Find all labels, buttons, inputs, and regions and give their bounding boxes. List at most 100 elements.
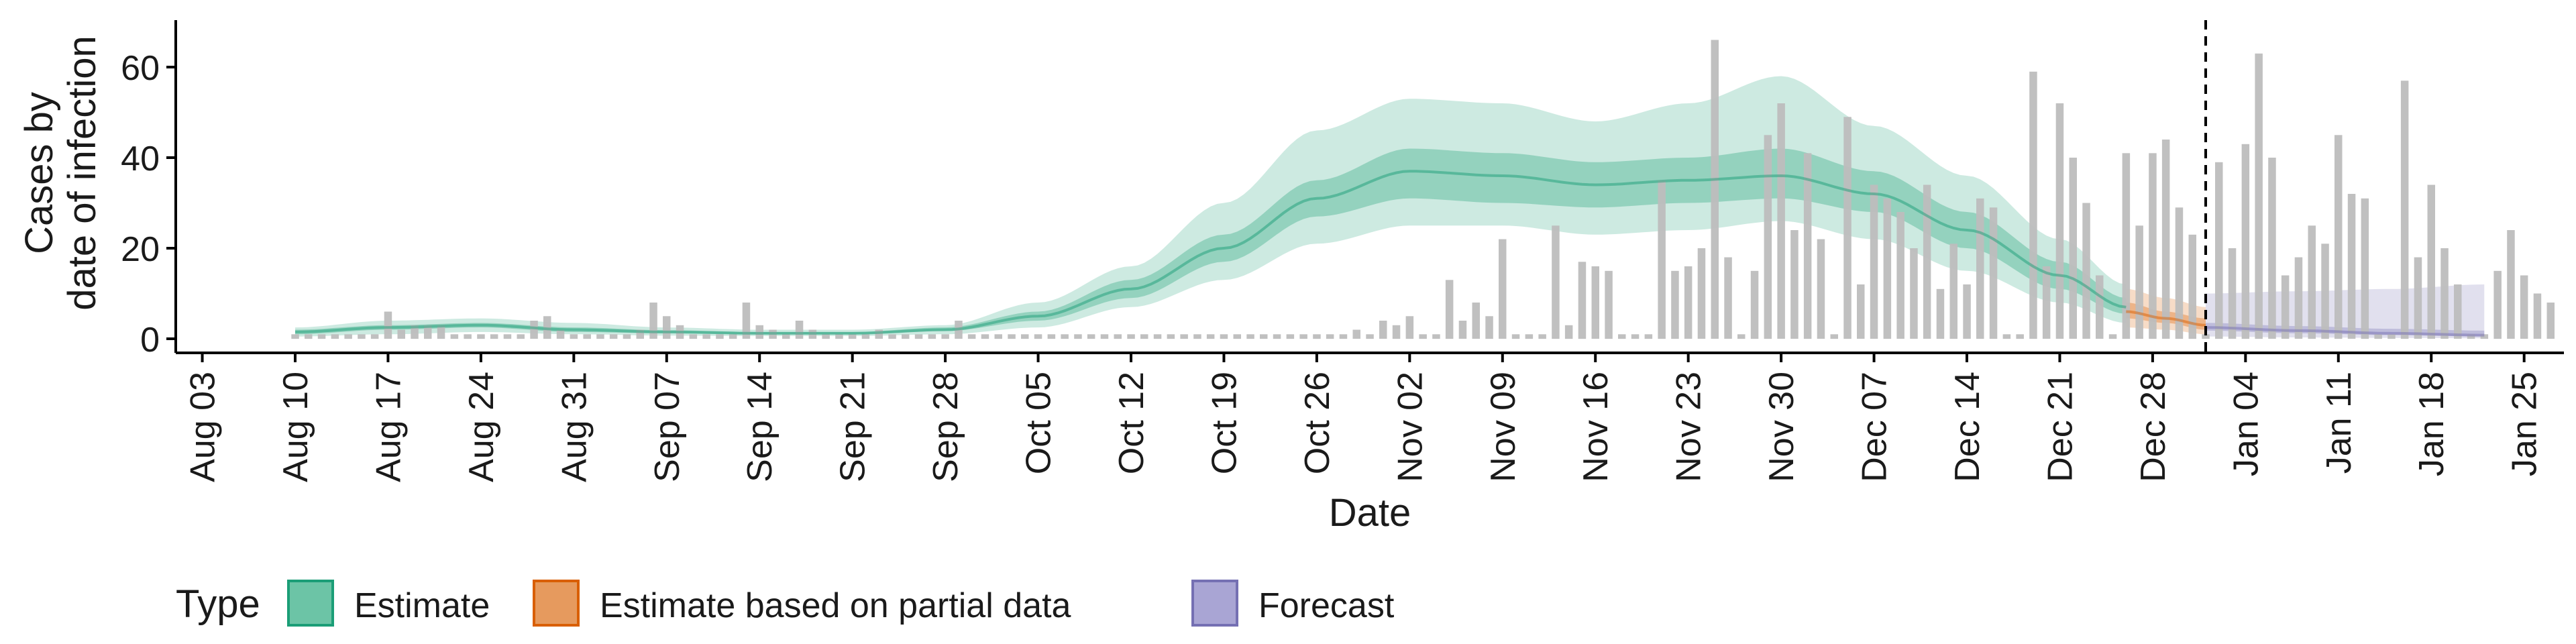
case-bar [2096,275,2104,339]
case-bar [1432,334,1440,339]
case-bar [1883,198,1892,339]
case-bar [1339,334,1348,339]
case-bar [1286,334,1295,339]
case-bar [1445,280,1454,339]
y-tick-label: 20 [121,230,160,269]
case-bar [2149,153,2157,339]
case-bar [437,325,445,339]
case-bar [2427,184,2435,339]
case-bar [1392,325,1401,339]
legend-label: Estimate based on partial data [600,586,1071,625]
case-bar [477,334,485,339]
case-bar [2082,203,2090,339]
case-bar [2321,244,2329,339]
case-bar [1684,266,1693,339]
legend-key [287,580,334,627]
case-bar [2161,140,2170,339]
case-bar [1658,180,1666,339]
case-bar [1697,248,1706,339]
case-bar [967,334,976,339]
case-bar [2480,334,2489,339]
case-bar [1790,230,1799,339]
case-bar [1857,284,1865,339]
case-bar [411,325,419,339]
case-bar [490,334,498,339]
x-tick-label: Nov 09 [1484,372,1523,482]
legend-title: Type [176,582,260,626]
case-bar [1153,334,1162,339]
case-bar [1830,334,1838,339]
case-bar [2202,334,2210,339]
case-bar [2281,275,2290,339]
case-bar [2122,153,2131,339]
case-bar [1764,135,1772,339]
x-axis: Aug 03 Aug 10 Aug 17 Aug 24 Aug 31 Sep 07 Sep … [176,352,2564,482]
x-tick-label: Oct 26 [1298,372,1337,474]
case-bar [848,334,857,339]
case-bar [782,334,790,339]
case-bar [1552,225,1560,339]
case-bar [1777,103,1785,339]
case-bar [861,334,870,339]
case-bar [902,334,910,339]
case-bar [1419,334,1427,339]
x-tick-label: Aug 17 [369,372,408,482]
case-bar [981,334,989,339]
case-bar [2467,334,2475,339]
case-bar [994,334,1002,339]
case-bar [517,334,525,339]
case-bar [1750,270,1759,339]
ribbon-50 [295,148,2127,335]
case-bar [742,303,751,339]
case-bar [1008,334,1016,339]
median-line [2205,326,2485,337]
case-bar [2294,257,2303,339]
case-bar [875,329,883,339]
case-bar [1618,334,1626,339]
x-tick-label: Dec 07 [1856,372,1894,482]
case-bar [2361,198,2369,339]
x-tick-label: Sep 14 [741,372,780,482]
case-bar [424,325,432,339]
median-line [2126,310,2206,327]
x-tick-label: Oct 05 [1020,372,1059,474]
case-bar [941,334,949,339]
case-bar [1352,329,1360,339]
case-bar [2440,248,2449,339]
case-bar [1246,334,1254,339]
legend-key [533,580,580,627]
case-bar [1260,334,1268,339]
case-bar [1180,334,1188,339]
case-bar [2533,293,2542,339]
case-bar [291,334,299,339]
legend-label: Estimate [354,586,490,625]
case-bar [1910,248,1918,339]
ribbon-90 [295,76,2127,337]
case-bar [1167,334,1175,339]
x-tick-label: Nov 23 [1670,372,1709,482]
case-bar [1233,334,1241,339]
case-bar [649,303,657,339]
case-bar [1511,334,1520,339]
case-bar [1525,334,1534,339]
case-bar [1843,117,1851,339]
case-bar [1605,270,1613,339]
case-bar [2215,162,2223,339]
case-bar [2454,284,2462,339]
case-bar [609,334,618,339]
case-bar [2055,103,2064,339]
case-bar [1273,334,1281,339]
case-bar [2387,334,2396,339]
x-tick-label: Nov 30 [1762,372,1801,482]
case-bar [1499,239,1507,339]
case-bar [1711,40,1719,339]
case-bar [716,334,724,339]
case-bar [928,334,936,339]
case-bar [2334,135,2343,339]
y-axis: 0 20 40 60 [121,20,177,360]
case-bar [1989,207,1998,339]
case-bar [596,334,604,339]
case-bar [370,334,379,339]
case-bar [1193,334,1201,339]
